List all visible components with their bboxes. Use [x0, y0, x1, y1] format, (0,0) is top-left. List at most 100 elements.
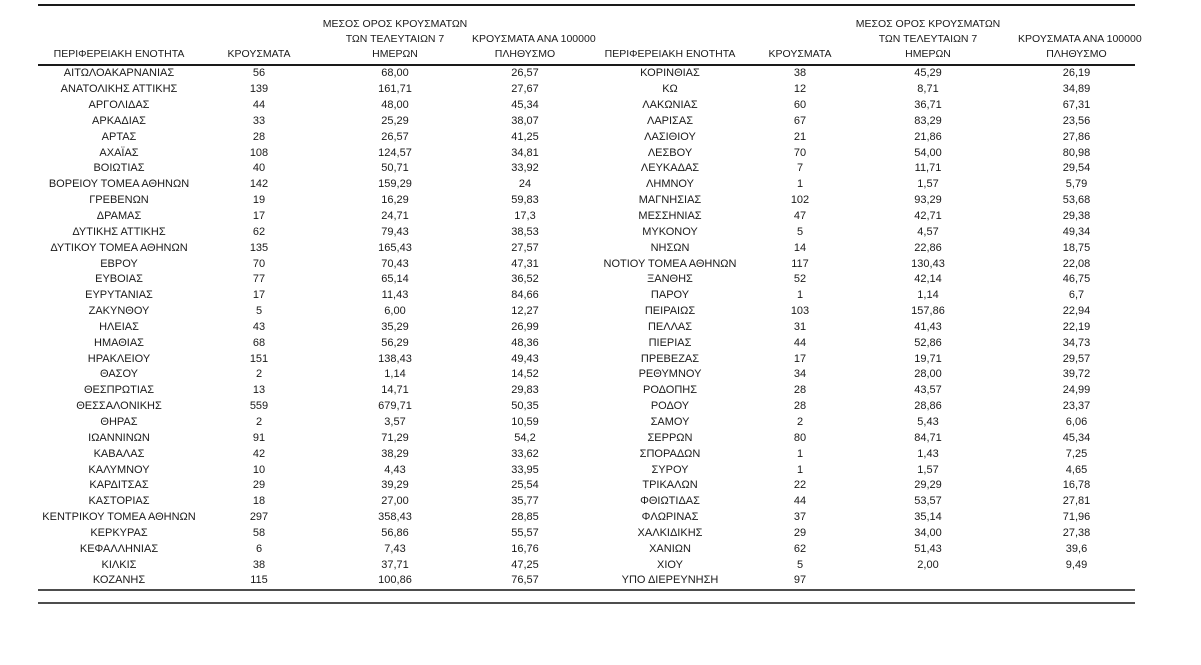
per100k-cell: 53,68 — [1062, 194, 1091, 207]
avg7-cell: 138,43 — [378, 352, 412, 365]
region-cell: ΛΑΡΙΣΑΣ — [646, 114, 693, 127]
region-cell: ΙΩΑΝΝΙΝΩΝ — [88, 431, 150, 444]
per100k-cell: 27,81 — [1062, 495, 1091, 508]
cases-cell: 44 — [252, 99, 266, 112]
header-region-left: ΠΕΡΙΦΕΡΕΙΑΚΗ ΕΝΟΤΗΤΑ — [38, 5, 200, 66]
avg7-cell: 65,14 — [381, 273, 409, 286]
per100k-cell: 23,37 — [1062, 400, 1091, 413]
per100k-cell: 59,83 — [511, 194, 539, 207]
header-cases-right: ΚΡΟΥΣΜΑΤΑ — [762, 5, 838, 66]
region-cell: ΠΑΡΟΥ — [650, 289, 690, 302]
cases-cell: 108 — [249, 146, 269, 159]
table-row: ΘΕΣΣΑΛΟΝΙΚΗΣ 559 679,71 50,35 ΡΟΔΟΥ 28 28,86 23… — [38, 399, 1135, 415]
per100k-cell — [1018, 573, 1135, 591]
region-cell: ΚΕΝΤΡΙΚΟΥ ΤΟΜΕΑ ΑΘΗΝΩΝ — [42, 511, 196, 524]
table-row: ΚΙΛΚΙΣ 38 37,71 47,25 ΧΙΟΥ 5 2,00 9,49 — [38, 557, 1135, 573]
header-row: ΠΕΡΙΦΕΡΕΙΑΚΗ ΕΝΟΤΗΤΑ ΚΡΟΥΣΜΑΤΑ ΜΕΣΟΣ ΟΡΟ… — [38, 5, 1142, 66]
cases-cell: 33 — [252, 114, 266, 127]
per100k-cell: 80,98 — [1062, 146, 1091, 159]
table-body: ΑΙΤΩΛΟΑΚΑΡΝΑΝΙΑΣ 56 68,00 26,57 ΚΟΡΙΝΘΙΑΣ 38 4… — [38, 65, 1135, 591]
region-cell: ΤΡΙΚΑΛΩΝ — [642, 479, 698, 492]
region-cell: ΗΜΑΘΙΑΣ — [94, 336, 144, 349]
table-row: ΗΡΑΚΛΕΙΟΥ 151 138,43 49,43 ΠΡΕΒΕΖΑΣ 17 19,71 29… — [38, 351, 1135, 367]
per100k-cell: 84,66 — [511, 289, 539, 302]
avg7-cell: 6,00 — [384, 305, 406, 318]
cases-cell: 80 — [793, 431, 807, 444]
region-cell: ΛΗΜΝΟΥ — [646, 178, 694, 191]
avg7-cell: 124,57 — [378, 146, 412, 159]
avg7-cell: 14,71 — [381, 384, 409, 397]
header-region-right: ΠΕΡΙΦΕΡΕΙΑΚΗ ΕΝΟΤΗΤΑ — [578, 5, 762, 66]
avg7-cell: 24,71 — [381, 210, 409, 223]
region-cell: ΛΕΥΚΑΔΑΣ — [640, 162, 700, 175]
avg7-cell: 8,71 — [917, 83, 939, 96]
per100k-cell: 26,57 — [511, 67, 539, 80]
table-row: ΑΙΤΩΛΟΑΚΑΡΝΑΝΙΑΣ 56 68,00 26,57 ΚΟΡΙΝΘΙΑΣ 38 4… — [38, 65, 1135, 82]
region-cell: ΑΡΤΑΣ — [101, 130, 137, 143]
cases-cell: 559 — [249, 400, 269, 413]
region-cell: ΣΥΡΟΥ — [651, 463, 689, 476]
cases-cell: 19 — [252, 194, 266, 207]
region-cell: ΚΑΛΥΜΝΟΥ — [88, 463, 150, 476]
avg7-cell: 4,43 — [384, 463, 406, 476]
avg7-cell: 52,86 — [914, 336, 942, 349]
avg7-cell — [838, 573, 1018, 591]
region-cell: ΔΥΤΙΚΟΥ ΤΟΜΕΑ ΑΘΗΝΩΝ — [50, 241, 188, 254]
avg7-cell: 100,86 — [318, 573, 472, 591]
avg7-cell: 42,14 — [914, 273, 942, 286]
cases-cell: 135 — [249, 241, 269, 254]
per100k-cell: 48,36 — [511, 336, 539, 349]
cases-cell: 70 — [793, 146, 807, 159]
region-cell: ΑΡΚΑΔΙΑΣ — [92, 114, 146, 127]
per100k-cell: 10,59 — [511, 415, 539, 428]
cases-cell: 62 — [793, 542, 807, 555]
per100k-cell: 5,79 — [1065, 178, 1088, 191]
avg7-cell: 38,29 — [381, 447, 409, 460]
avg7-cell: 28,86 — [914, 400, 942, 413]
cases-cell: 5 — [796, 225, 804, 238]
avg7-cell: 358,43 — [378, 511, 412, 524]
cases-cell: 42 — [252, 447, 266, 460]
table-row: ΒΟΡΕΙΟΥ ΤΟΜΕΑ ΑΘΗΝΩΝ 142 159,29 24 ΛΗΜΝΟΥ 1 1,… — [38, 177, 1135, 193]
avg7-cell: 56,29 — [381, 336, 409, 349]
cases-cell: 7 — [796, 162, 804, 175]
avg7-cell: 11,71 — [914, 162, 942, 175]
cases-cell: 52 — [793, 273, 807, 286]
per100k-cell: 22,19 — [1062, 320, 1091, 333]
cases-cell: 102 — [790, 194, 810, 207]
cases-cell: 29 — [793, 526, 807, 539]
cases-cell: 34 — [793, 368, 807, 381]
cases-cell: 6 — [255, 542, 263, 555]
region-cell: ΣΕΡΡΩΝ — [647, 431, 693, 444]
per100k-cell: 27,38 — [1062, 526, 1091, 539]
region-cell: ΑΝΑΤΟΛΙΚΗΣ ΑΤΤΙΚΗΣ — [60, 83, 178, 96]
region-cell: ΑΧΑΪΑΣ — [99, 146, 139, 159]
avg7-cell: 11,43 — [381, 289, 409, 302]
cases-cell: 2 — [796, 415, 804, 428]
per100k-cell: 55,57 — [511, 526, 539, 539]
avg7-cell: 130,43 — [911, 257, 945, 270]
per100k-cell: 4,65 — [1065, 463, 1088, 476]
table-row: ΕΥΒΟΙΑΣ 77 65,14 36,52 ΞΑΝΘΗΣ 52 42,14 46,75 — [38, 272, 1135, 288]
per100k-cell: 14,52 — [511, 368, 539, 381]
header-per100k-right: ΚΡΟΥΣΜΑΤΑ ΑΝΑ 100000 ΠΛΗΘΥΣΜΟ — [1018, 5, 1142, 66]
table-row: ΗΜΑΘΙΑΣ 68 56,29 48,36 ΠΙΕΡΙΑΣ 44 52,86 34,73 — [38, 335, 1135, 351]
region-cell: ΖΑΚΥΝΘΟΥ — [88, 305, 150, 318]
cases-cell: 97 — [762, 573, 838, 591]
per100k-cell: 9,49 — [1065, 558, 1088, 571]
cases-cell: 10 — [252, 463, 266, 476]
region-cell: ΔΡΑΜΑΣ — [96, 210, 142, 223]
per100k-cell: 27,86 — [1062, 130, 1091, 143]
table-row: ΑΧΑΪΑΣ 108 124,57 34,81 ΛΕΣΒΟΥ 70 54,00 80,98 — [38, 145, 1135, 161]
cases-cell: 58 — [252, 526, 266, 539]
avg7-cell: 68,00 — [381, 67, 409, 80]
avg7-cell: 28,00 — [914, 368, 942, 381]
table-row: ΚΑΡΔΙΤΣΑΣ 29 39,29 25,54 ΤΡΙΚΑΛΩΝ 22 29,29 16,7… — [38, 478, 1135, 494]
per100k-cell: 24,99 — [1062, 384, 1091, 397]
per100k-cell: 22,08 — [1062, 257, 1091, 270]
per100k-cell: 23,56 — [1062, 114, 1091, 127]
region-cell: ΝΟΤΙΟΥ ΤΟΜΕΑ ΑΘΗΝΩΝ — [603, 257, 737, 270]
header-cases-left: ΚΡΟΥΣΜΑΤΑ — [200, 5, 318, 66]
cases-cell: 2 — [255, 368, 263, 381]
region-cell: ΠΕΛΛΑΣ — [647, 320, 693, 333]
